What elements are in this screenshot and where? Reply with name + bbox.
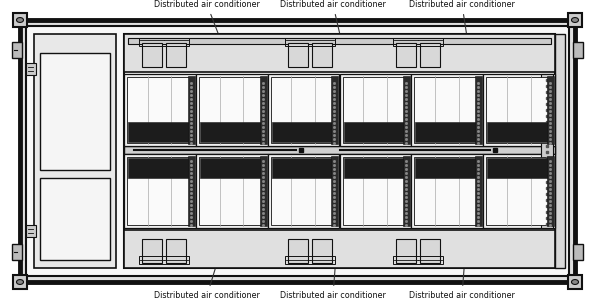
Bar <box>343 122 407 142</box>
Bar <box>415 77 480 143</box>
Bar <box>419 43 440 67</box>
Bar <box>200 158 263 178</box>
Bar <box>475 76 482 144</box>
Bar <box>285 38 335 46</box>
Bar <box>343 157 409 225</box>
Bar <box>483 154 555 228</box>
Bar <box>196 154 268 228</box>
Bar <box>139 256 189 264</box>
Bar <box>403 76 410 144</box>
Bar <box>288 239 308 263</box>
Bar <box>166 43 186 67</box>
Bar <box>200 122 263 142</box>
Bar <box>124 230 555 268</box>
Bar <box>343 158 407 178</box>
Bar <box>340 154 412 228</box>
Bar <box>272 158 335 178</box>
Bar <box>40 178 110 260</box>
Bar <box>486 77 552 143</box>
Bar <box>483 74 555 146</box>
Bar <box>128 38 551 44</box>
Bar <box>128 122 192 142</box>
Bar <box>260 156 266 226</box>
Bar <box>127 157 193 225</box>
Bar <box>26 225 36 237</box>
Bar <box>12 42 22 58</box>
Bar <box>124 154 196 228</box>
Bar <box>547 156 554 226</box>
Bar <box>272 122 335 142</box>
Bar <box>199 157 265 225</box>
Bar <box>392 38 443 46</box>
Bar <box>343 77 409 143</box>
Bar <box>555 34 565 268</box>
Text: Distributed air conditioner: Distributed air conditioner <box>280 260 386 300</box>
Bar <box>124 34 555 72</box>
Bar <box>288 43 308 67</box>
Ellipse shape <box>571 17 578 22</box>
Bar <box>331 156 338 226</box>
Bar <box>199 77 265 143</box>
Bar <box>271 157 337 225</box>
Bar <box>124 146 555 154</box>
Bar <box>34 34 116 268</box>
Bar <box>412 74 483 146</box>
Bar <box>573 42 583 58</box>
Bar <box>395 239 416 263</box>
Bar <box>415 158 479 178</box>
Bar <box>20 20 575 282</box>
Bar <box>331 76 338 144</box>
Bar <box>127 77 193 143</box>
Text: Distributed air conditioner: Distributed air conditioner <box>280 0 386 40</box>
Bar <box>40 53 110 170</box>
Bar <box>395 43 416 67</box>
Bar <box>487 158 551 178</box>
Text: Distributed air conditioner: Distributed air conditioner <box>409 0 515 40</box>
Bar <box>312 239 332 263</box>
Bar <box>312 43 332 67</box>
Bar <box>188 76 195 144</box>
Bar <box>340 74 412 146</box>
Bar <box>487 122 551 142</box>
Bar <box>268 74 340 146</box>
Ellipse shape <box>17 17 23 22</box>
Bar <box>392 256 443 264</box>
Bar <box>124 34 555 268</box>
Bar <box>166 239 186 263</box>
Bar <box>26 26 569 276</box>
Bar <box>547 76 554 144</box>
Bar <box>415 157 480 225</box>
Ellipse shape <box>571 280 578 284</box>
Bar <box>13 275 27 289</box>
Bar <box>541 74 553 228</box>
Text: Distributed air conditioner: Distributed air conditioner <box>154 260 260 300</box>
Bar <box>415 122 479 142</box>
Bar <box>12 244 22 260</box>
Bar <box>403 156 410 226</box>
Bar <box>419 239 440 263</box>
Bar <box>124 74 196 146</box>
Bar <box>285 256 335 264</box>
Bar <box>268 154 340 228</box>
Bar <box>486 157 552 225</box>
Text: Distributed air conditioner: Distributed air conditioner <box>409 260 515 300</box>
Bar <box>260 76 266 144</box>
Bar <box>271 77 337 143</box>
Text: Distributed air conditioner: Distributed air conditioner <box>154 0 260 40</box>
Bar <box>475 156 482 226</box>
Bar <box>568 275 582 289</box>
Bar <box>13 13 27 27</box>
Bar <box>196 74 268 146</box>
Bar <box>568 13 582 27</box>
Bar <box>139 38 189 46</box>
Bar <box>142 239 162 263</box>
Bar <box>128 158 192 178</box>
Bar <box>573 244 583 260</box>
Bar <box>26 63 36 75</box>
Bar <box>142 43 162 67</box>
Bar <box>188 156 195 226</box>
Bar <box>412 154 483 228</box>
Ellipse shape <box>17 280 23 284</box>
